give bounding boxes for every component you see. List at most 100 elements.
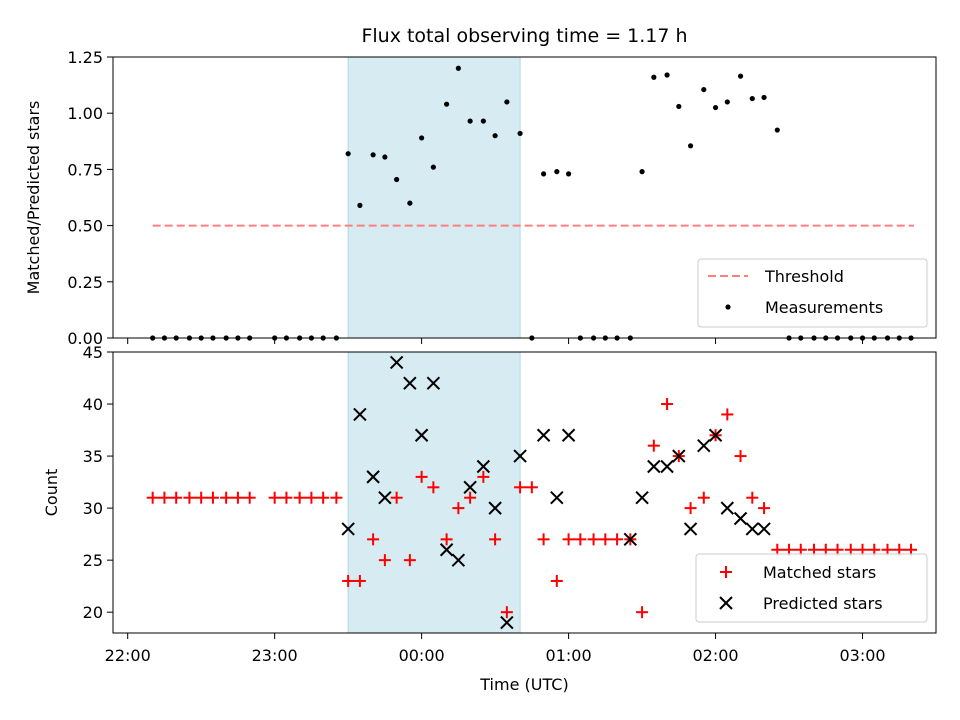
predicted-star-point — [476, 459, 491, 474]
measurement-point — [407, 200, 413, 206]
ratio-legend-box — [697, 258, 928, 328]
matched-star-point — [636, 606, 649, 619]
measurement-point — [712, 104, 719, 111]
matched-star-point — [500, 606, 513, 619]
chart-title: Flux total observing time = 1.17 h — [361, 25, 687, 47]
matched-star-point — [195, 491, 208, 504]
ratio-y-axis-label: Matched/Predicted stars — [24, 101, 43, 295]
measurement-point — [480, 118, 486, 124]
matched-star-point — [268, 491, 281, 504]
matched-star-point — [415, 470, 428, 483]
predicted-star-point — [550, 490, 564, 505]
predicted-star-point — [414, 428, 429, 442]
predicted-star-point — [451, 553, 466, 567]
measurement-point — [504, 99, 510, 105]
matched-star-point — [293, 491, 306, 504]
count-y-tick-label: 20 — [83, 603, 103, 622]
count-y-tick-label: 45 — [83, 343, 103, 362]
matched-star-point — [550, 574, 563, 587]
predicted-star-point — [378, 490, 392, 505]
predicted-star-point — [353, 407, 367, 422]
matched-star-point — [721, 408, 734, 421]
matched-star-point — [342, 574, 355, 587]
matched-star-point — [574, 533, 587, 546]
matched-star-point — [537, 533, 550, 546]
predicted-star-point — [513, 449, 527, 463]
matched-star-point — [758, 502, 771, 515]
ratio-y-tick-label: 0.50 — [67, 217, 103, 236]
measurement-point — [565, 171, 572, 177]
count-x-tick-label: 22:00 — [105, 646, 151, 665]
ratio-y-tick-label: 1.00 — [67, 104, 103, 123]
measurement-point — [664, 72, 670, 78]
matched-star-point — [647, 439, 660, 452]
ratio-y-tick-label: 0.00 — [67, 329, 103, 348]
measurement-point — [492, 133, 498, 139]
matched-star-point — [464, 491, 477, 504]
count-x-tick-label: 00:00 — [399, 646, 445, 665]
matched-star-point — [661, 398, 674, 411]
count-y-tick-label: 30 — [83, 499, 103, 518]
ratio-legend: Threshold Measurements — [697, 258, 928, 328]
measurement-point — [541, 171, 547, 177]
ratio-panel: 0.00 0.25 0.50 0.75 1.00 1.25 Flux total obse… — [24, 25, 937, 348]
count-x-tick-label: 23:00 — [252, 646, 298, 665]
count-legend: Matched stars Predicted stars — [695, 553, 928, 623]
matched-star-point — [477, 470, 490, 483]
measurement-point — [370, 152, 376, 158]
legend-predicted-label: Predicted stars — [763, 594, 883, 613]
legend-matched-label: Matched stars — [763, 563, 876, 582]
x-axis-label: Time (UTC) — [479, 675, 568, 694]
predicted-star-point — [757, 522, 771, 536]
legend-measurements-swatch — [725, 304, 731, 310]
ratio-y-tick-label: 0.75 — [67, 160, 103, 179]
matched-star-point — [367, 533, 380, 546]
measurement-point — [761, 94, 767, 101]
matched-star-point — [206, 491, 219, 504]
matched-star-point — [305, 491, 318, 504]
matched-star-point — [427, 481, 440, 494]
matched-star-point — [403, 554, 416, 567]
matched-star-point — [317, 491, 330, 504]
legend-measurements-label: Measurements — [765, 298, 883, 317]
measurement-point — [724, 99, 730, 105]
matched-star-point — [330, 491, 343, 504]
matched-star-point — [452, 502, 465, 515]
matched-star-point — [220, 491, 233, 504]
matched-star-point — [697, 491, 710, 504]
predicted-star-point — [341, 522, 355, 536]
measurement-point — [737, 73, 744, 79]
matched-star-point — [280, 491, 293, 504]
predicted-star-point — [745, 522, 760, 536]
count-legend-box — [695, 553, 928, 623]
measurement-point — [444, 101, 450, 107]
predicted-star-point — [439, 543, 454, 557]
count-x-tick-label: 02:00 — [692, 646, 738, 665]
predicted-star-point — [708, 428, 723, 442]
matched-star-point — [353, 574, 366, 587]
measurement-point — [774, 127, 780, 133]
matched-star-point — [378, 554, 391, 567]
matched-star-point — [183, 491, 196, 504]
matched-star-point — [146, 491, 159, 504]
ratio-y-tick-label: 1.25 — [67, 48, 103, 67]
measurement-point — [345, 151, 351, 157]
matched-star-point — [746, 491, 759, 504]
predicted-star-point — [426, 376, 441, 390]
legend-matched-swatch — [720, 566, 732, 578]
count-y-tick-label: 40 — [83, 395, 103, 414]
legend-predicted-swatch — [719, 596, 733, 610]
matched-star-point — [587, 533, 600, 546]
count-x-tick-label: 03:00 — [839, 646, 885, 665]
predicted-star-point — [720, 501, 735, 515]
count-y-tick-label: 35 — [83, 447, 103, 466]
legend-threshold-label: Threshold — [764, 267, 844, 286]
predicted-star-point — [403, 376, 417, 390]
matched-star-point — [170, 491, 183, 504]
matched-star-point — [489, 533, 502, 546]
measurement-point — [701, 86, 707, 93]
predicted-star-point — [623, 532, 638, 547]
count-panel: 20 25 30 35 40 45 22:00 23:00 00:00 01:00 02:00 03… — [42, 343, 937, 694]
predicted-star-point — [697, 438, 711, 453]
